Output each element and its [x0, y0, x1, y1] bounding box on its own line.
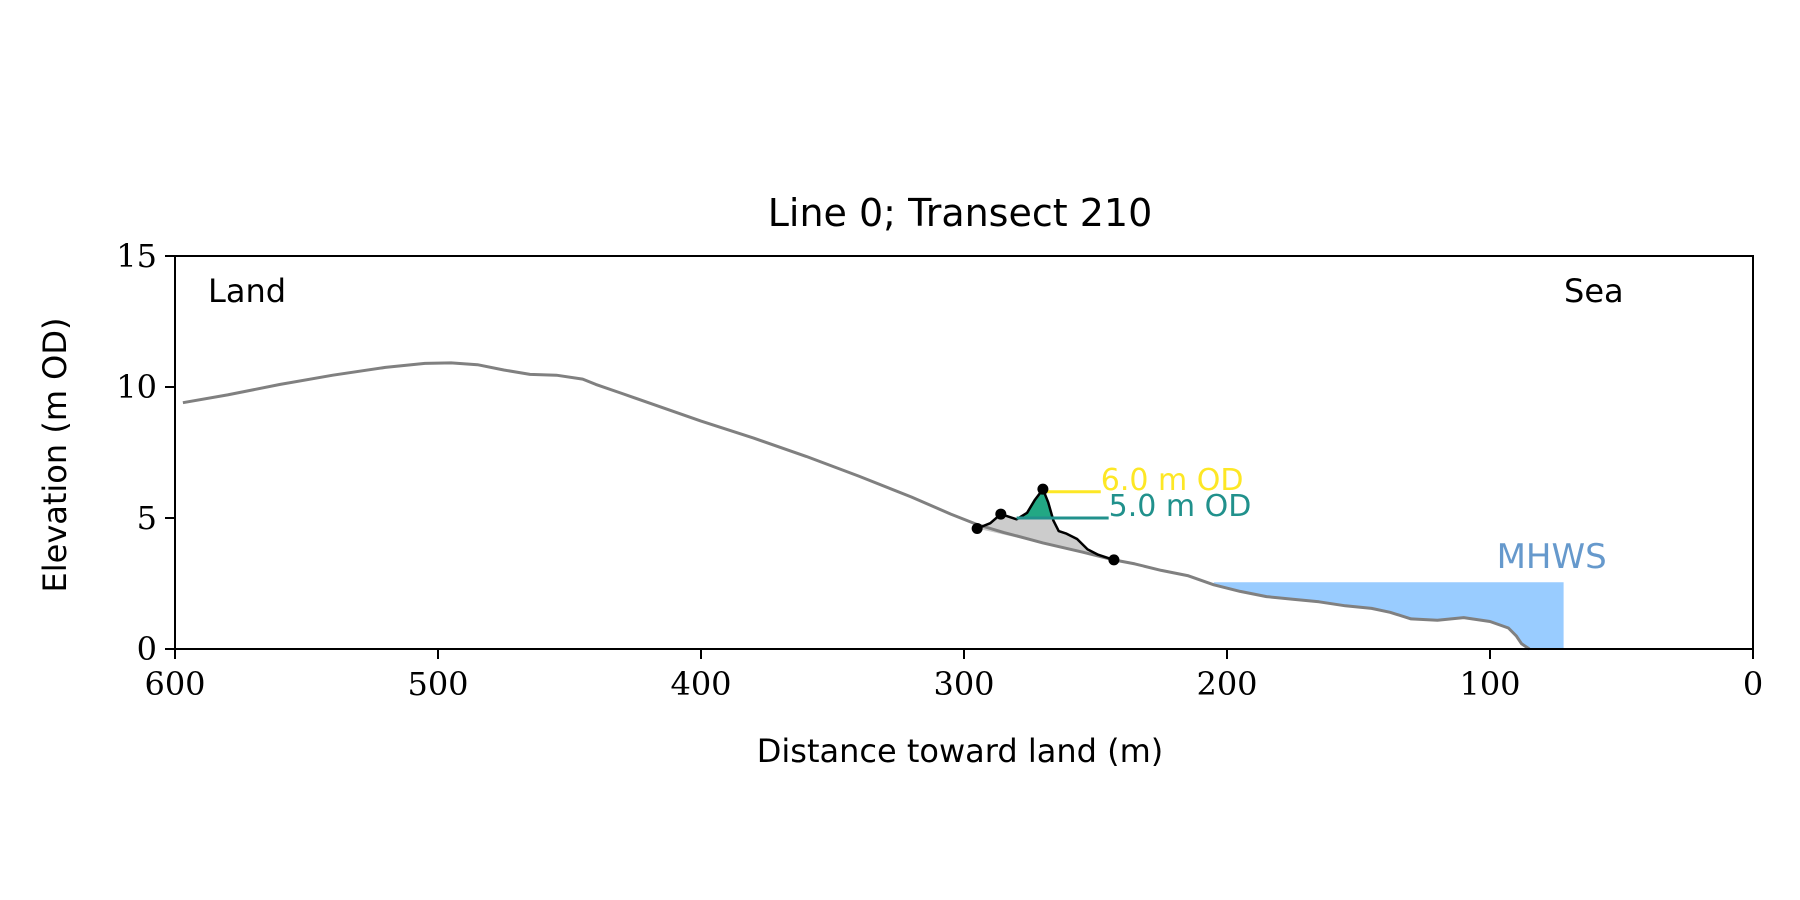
x-tick-label: 500 — [407, 665, 468, 703]
x-axis-label: Distance toward land (m) — [757, 732, 1163, 770]
elevation-levels: 6.0 m OD5.0 m OD — [1016, 463, 1252, 524]
dune-point — [995, 508, 1007, 520]
dune-above-level-fill — [1018, 489, 1053, 518]
profile-series — [182, 361, 1531, 651]
mhws-water-area: MHWS — [1213, 537, 1607, 649]
sea-label: Sea — [1564, 272, 1624, 310]
dune-line — [976, 487, 1115, 562]
y-axis-ticks: 0 5 10 15 — [116, 237, 175, 668]
y-axis-label: Elevation (m OD) — [36, 318, 74, 593]
dune-series — [976, 487, 1115, 562]
dune-point — [1108, 554, 1120, 566]
y-tick-label: 5 — [137, 499, 157, 537]
x-tick-label: 0 — [1743, 665, 1763, 703]
dune-fill-area — [1018, 489, 1053, 518]
dune-point — [971, 522, 983, 534]
mhws-fill — [1213, 582, 1564, 649]
level-label-0: 6.0 m OD — [1101, 463, 1244, 498]
x-tick-label: 400 — [670, 665, 731, 703]
x-tick-label: 300 — [933, 665, 994, 703]
x-tick-label: 200 — [1196, 665, 1257, 703]
mhws-label: MHWS — [1497, 537, 1607, 577]
y-tick-label: 10 — [116, 368, 157, 406]
x-axis-ticks: 600 500 400 300 200 100 0 — [144, 649, 1763, 703]
x-tick-label: 600 — [144, 665, 205, 703]
profile-line — [182, 361, 1531, 651]
y-tick-label: 15 — [116, 237, 157, 275]
y-tick-label: 0 — [137, 630, 157, 668]
dune-points — [971, 483, 1120, 566]
dune-point — [1037, 483, 1049, 495]
land-label: Land — [208, 272, 286, 310]
level-label-1: 5.0 m OD — [1109, 489, 1252, 524]
chart-title: Line 0; Transect 210 — [768, 191, 1153, 235]
x-tick-label: 100 — [1459, 665, 1520, 703]
